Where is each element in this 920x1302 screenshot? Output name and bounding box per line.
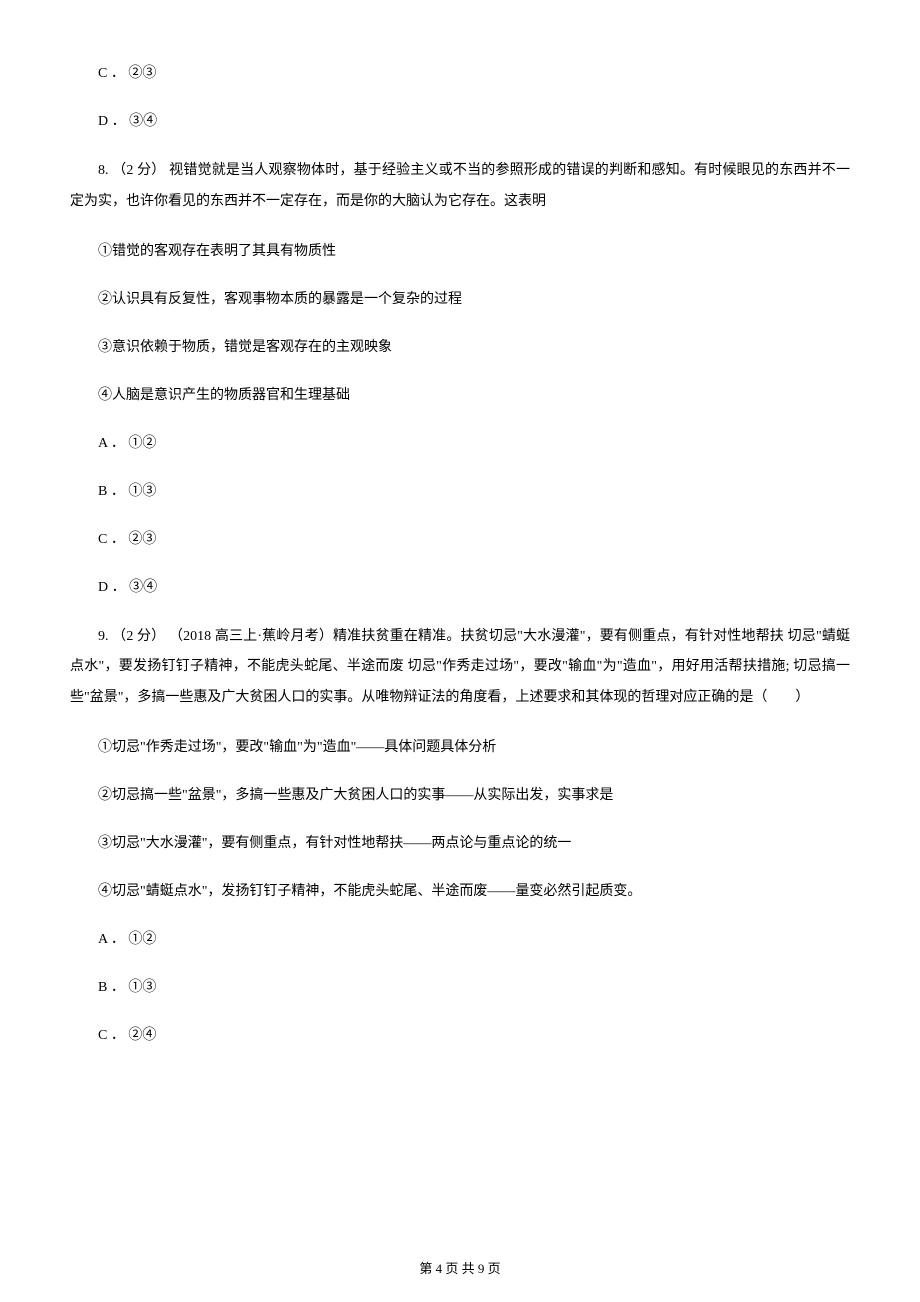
page-footer: 第 4 页 共 9 页 [0, 1258, 920, 1277]
q8-option-d: D ． ③④ [70, 574, 850, 602]
q9-option-a: A ． ①② [70, 926, 850, 954]
q8-item-2: ②认识具有反复性，客观事物本质的暴露是一个复杂的过程 [70, 286, 850, 314]
q8-item-1: ①错觉的客观存在表明了其具有物质性 [70, 238, 850, 266]
q8-item-4: ④人脑是意识产生的物质器官和生理基础 [70, 382, 850, 410]
q9-stem: 9. （2 分） （2018 高三上·蕉岭月考）精准扶贫重在精准。扶贫切忌"大水… [70, 622, 850, 714]
q8-item-3: ③意识依赖于物质，错觉是客观存在的主观映象 [70, 334, 850, 362]
q8-stem: 8. （2 分） 视错觉就是当人观察物体时，基于经验主义或不当的参照形成的错误的… [70, 156, 850, 218]
q8-option-c: C ． ②③ [70, 526, 850, 554]
q7-option-d: D ． ③④ [70, 108, 850, 136]
q9-item-2: ②切忌搞一些"盆景"，多搞一些惠及广大贫困人口的实事——从实际出发，实事求是 [70, 782, 850, 810]
q7-option-c: C ． ②③ [70, 60, 850, 88]
q9-item-4: ④切忌"蜻蜓点水"，发扬钉钉子精神，不能虎头蛇尾、半途而废——量变必然引起质变。 [70, 878, 850, 906]
q9-option-b: B ． ①③ [70, 974, 850, 1002]
q8-option-a: A ． ①② [70, 430, 850, 458]
q9-option-c: C ． ②④ [70, 1022, 850, 1050]
q9-item-1: ①切忌"作秀走过场"，要改"输血"为"造血"——具体问题具体分析 [70, 734, 850, 762]
q8-option-b: B ． ①③ [70, 478, 850, 506]
q9-item-3: ③切忌"大水漫灌"，要有侧重点，有针对性地帮扶——两点论与重点论的统一 [70, 830, 850, 858]
